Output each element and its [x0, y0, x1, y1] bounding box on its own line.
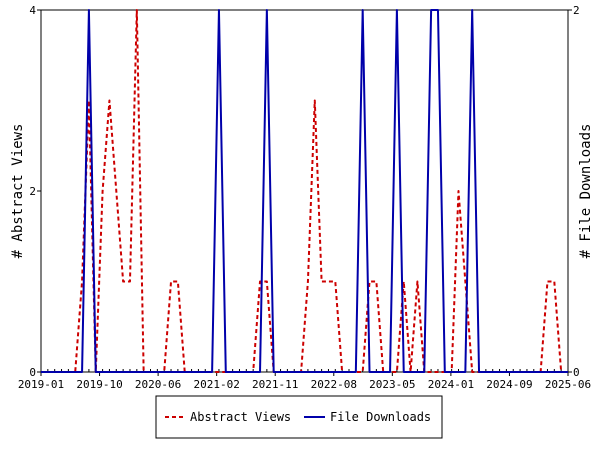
y-left-tick-label: 4 — [29, 4, 36, 17]
y-axis-left-title: # Abstract Views — [10, 124, 26, 259]
x-tick-label: 2024-09 — [486, 378, 532, 391]
plot-area — [40, 9, 569, 373]
series-layer — [41, 9, 568, 373]
x-tick-label: 2021-02 — [193, 378, 239, 391]
x-tick-label: 2021-11 — [252, 378, 298, 391]
x-tick-label: 2023-05 — [369, 378, 415, 391]
x-tick-label: 2022-08 — [311, 378, 357, 391]
legend-box — [155, 395, 443, 439]
x-tick-label: 2025-06 — [545, 378, 591, 391]
x-tick-label: 2019-01 — [18, 378, 64, 391]
legend-label-abstract-views: Abstract Views — [190, 410, 291, 424]
legend: Abstract Views File Downloads — [155, 395, 443, 439]
y-right-tick-label: 0 — [573, 366, 580, 379]
y-axis-right: 02 — [568, 4, 580, 379]
legend-label-file-downloads: File Downloads — [330, 410, 431, 424]
y-left-tick-label: 2 — [29, 185, 36, 198]
x-tick-label: 2024-01 — [428, 378, 474, 391]
y-axis-right-title: # File Downloads — [578, 124, 594, 259]
y-right-tick-label: 2 — [573, 4, 580, 17]
x-tick-label: 2020-06 — [135, 378, 181, 391]
x-tick-label: 2019-10 — [76, 378, 122, 391]
y-axis-left: 0 2 4 — [29, 4, 41, 379]
series-line-file-downloads — [41, 9, 568, 373]
x-axis: 2019-01 2019-10 2020-06 2021-02 2021-11 2022-… — [18, 369, 591, 391]
y-left-tick-label: 0 — [29, 366, 36, 379]
